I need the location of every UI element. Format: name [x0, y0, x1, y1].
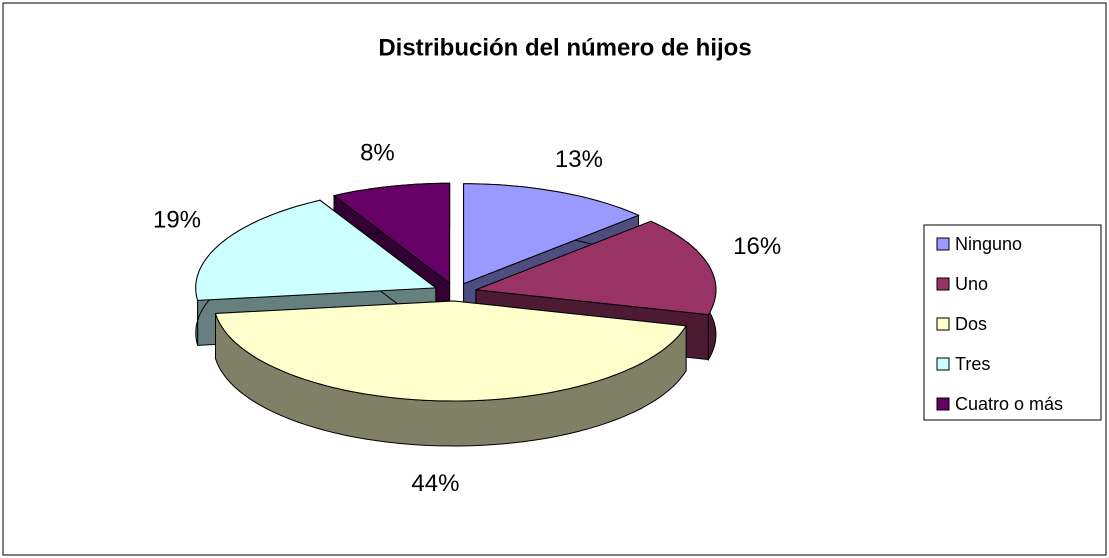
legend-swatch	[936, 317, 950, 331]
pie-slice	[214, 300, 687, 447]
data-label: 8%	[360, 139, 395, 166]
data-label: 19%	[153, 206, 201, 233]
slice-top	[214, 300, 687, 402]
legend-box	[923, 224, 1102, 421]
chart-title: Distribución del número de hijos	[378, 34, 751, 61]
legend-swatch	[936, 277, 950, 291]
legend-label: Ninguno	[955, 234, 1022, 254]
slice-top	[195, 199, 438, 301]
data-label: 13%	[555, 146, 603, 173]
legend-swatch	[936, 357, 950, 371]
legend-label: Dos	[955, 314, 987, 334]
data-label: 44%	[411, 470, 459, 497]
legend-label: Cuatro o más	[955, 394, 1063, 414]
data-label: 16%	[733, 233, 781, 260]
slice-top	[332, 182, 451, 285]
legend-swatch	[936, 237, 950, 251]
slice-top	[475, 220, 717, 316]
legend-label: Uno	[955, 274, 988, 294]
legend-label: Tres	[955, 354, 990, 374]
legend-swatch	[936, 397, 950, 411]
slice-top	[463, 183, 640, 285]
